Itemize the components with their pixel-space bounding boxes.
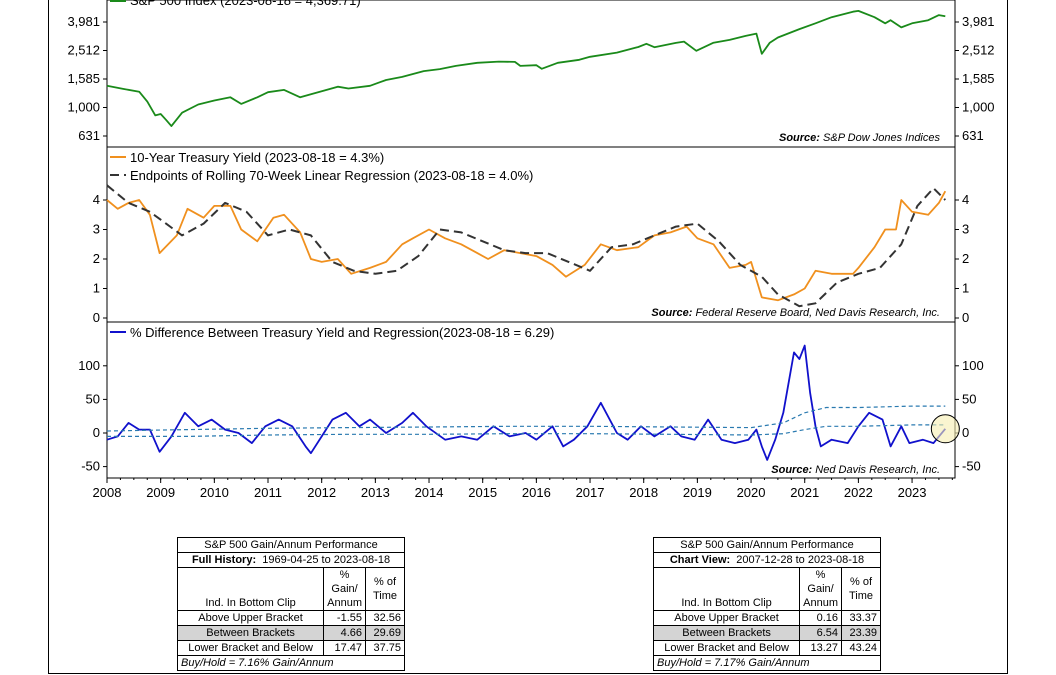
ytick-label-right: 1,000 bbox=[962, 100, 995, 115]
ytick-label-left: 4 bbox=[93, 192, 100, 207]
xtick-label: 2009 bbox=[146, 485, 175, 500]
series-line-2-2 bbox=[107, 424, 946, 437]
source-note: Source: Federal Reserve Board, Ned Davis… bbox=[651, 307, 940, 319]
table-subtitle: Chart View: 2007-12-28 to 2023-08-18 bbox=[653, 552, 881, 568]
ytick-label-left: 2 bbox=[93, 251, 100, 266]
table-col-gain: % Gain/ Annum bbox=[323, 567, 366, 611]
panel-border-0 bbox=[106, 0, 956, 148]
ytick-label-left: 1 bbox=[93, 281, 100, 296]
ytick-label-left: -50 bbox=[81, 459, 100, 474]
ytick-label-left: 50 bbox=[86, 391, 100, 406]
xtick-label: 2018 bbox=[629, 485, 658, 500]
xtick-label: 2013 bbox=[361, 485, 390, 500]
ytick-label-left: 0 bbox=[93, 425, 100, 440]
source-note: Source: Ned Davis Research, Inc. bbox=[771, 464, 940, 476]
legend-difference: % Difference Between Treasury Yield and … bbox=[130, 325, 554, 340]
table-col-time: % of Time bbox=[365, 567, 405, 611]
performance-table-full-history: S&P 500 Gain/Annum Performance Full Hist… bbox=[176, 537, 405, 671]
legend-sp500: S&P 500 Index (2023-08-18 = 4,369.71) bbox=[130, 0, 361, 8]
table-row: Above Upper Bracket 0.16 33.37 bbox=[652, 610, 881, 626]
ytick-label-right: 2,512 bbox=[962, 42, 995, 57]
xtick-label: 2016 bbox=[522, 485, 551, 500]
table-footer: Buy/Hold = 7.17% Gain/Annum bbox=[653, 655, 881, 671]
ytick-label-right: 0 bbox=[962, 425, 969, 440]
xtick-label: 2008 bbox=[93, 485, 122, 500]
ytick-label-right: 0 bbox=[962, 310, 969, 325]
chart-frame bbox=[48, 0, 1008, 674]
ytick-label-left: 2,512 bbox=[67, 42, 100, 57]
xtick-label: 2019 bbox=[683, 485, 712, 500]
xtick-label: 2011 bbox=[254, 485, 282, 500]
ytick-label-left: 1,000 bbox=[67, 100, 100, 115]
table-row: Lower Bracket and Below 17.47 37.75 bbox=[176, 640, 405, 656]
xtick-label: 2022 bbox=[844, 485, 873, 500]
ytick-label-right: 4 bbox=[962, 192, 969, 207]
source-note: Source: S&P Dow Jones Indices bbox=[779, 132, 940, 144]
table-row: Lower Bracket and Below 13.27 43.24 bbox=[652, 640, 881, 656]
table-row: Between Brackets 4.66 29.69 bbox=[176, 625, 405, 641]
table-col-time: % of Time bbox=[841, 567, 881, 611]
xtick-label: 2014 bbox=[415, 485, 444, 500]
xtick-label: 2012 bbox=[307, 485, 336, 500]
xtick-label: 2010 bbox=[200, 485, 229, 500]
ytick-label-left: 0 bbox=[93, 310, 100, 325]
xtick-label: 2015 bbox=[468, 485, 497, 500]
ytick-label-left: 3,981 bbox=[67, 14, 100, 29]
ytick-label-right: 631 bbox=[962, 128, 984, 143]
series-line-1-1 bbox=[106, 184, 947, 308]
table-col-gain: % Gain/ Annum bbox=[799, 567, 842, 611]
ytick-label-left: 631 bbox=[78, 128, 100, 143]
xtick-label: 2017 bbox=[576, 485, 605, 500]
legend-regression: Endpoints of Rolling 70-Week Linear Regr… bbox=[130, 168, 533, 183]
ytick-label-right: 50 bbox=[962, 391, 976, 406]
ytick-label-right: -50 bbox=[962, 459, 981, 474]
xtick-label: 2023 bbox=[898, 485, 927, 500]
table-title: S&P 500 Gain/Annum Performance bbox=[653, 537, 881, 553]
table-col-label: Ind. In Bottom Clip bbox=[176, 567, 325, 611]
series-line-0-0 bbox=[106, 9, 946, 127]
xtick-label: 2020 bbox=[737, 485, 766, 500]
legend-yield: 10-Year Treasury Yield (2023-08-18 = 4.3… bbox=[130, 150, 384, 165]
ytick-label-left: 100 bbox=[78, 358, 100, 373]
ytick-label-left: 1,585 bbox=[67, 71, 100, 86]
table-title: S&P 500 Gain/Annum Performance bbox=[177, 537, 405, 553]
endpoint-highlight bbox=[930, 414, 960, 444]
ytick-label-right: 3 bbox=[962, 222, 969, 237]
series-line-2-1 bbox=[106, 405, 946, 432]
ytick-label-right: 1,585 bbox=[962, 71, 995, 86]
series-line-2-0 bbox=[106, 344, 946, 461]
performance-table-chart-view: S&P 500 Gain/Annum Performance Chart Vie… bbox=[652, 537, 881, 671]
ytick-label-right: 2 bbox=[962, 251, 969, 266]
table-footer: Buy/Hold = 7.16% Gain/Annum bbox=[177, 655, 405, 671]
table-col-label: Ind. In Bottom Clip bbox=[652, 567, 801, 611]
table-row: Between Brackets 6.54 23.39 bbox=[652, 625, 881, 641]
ytick-label-left: 3 bbox=[93, 222, 100, 237]
xtick-label: 2021 bbox=[790, 485, 819, 500]
ytick-label-right: 3,981 bbox=[962, 14, 995, 29]
series-line-1-0 bbox=[106, 190, 947, 302]
ytick-label-right: 1 bbox=[962, 281, 969, 296]
table-subtitle: Full History: 1969-04-25 to 2023-08-18 bbox=[177, 552, 405, 568]
panel-border-2 bbox=[106, 321, 956, 479]
ytick-label-right: 100 bbox=[962, 358, 984, 373]
table-row: Above Upper Bracket -1.55 32.56 bbox=[176, 610, 405, 626]
